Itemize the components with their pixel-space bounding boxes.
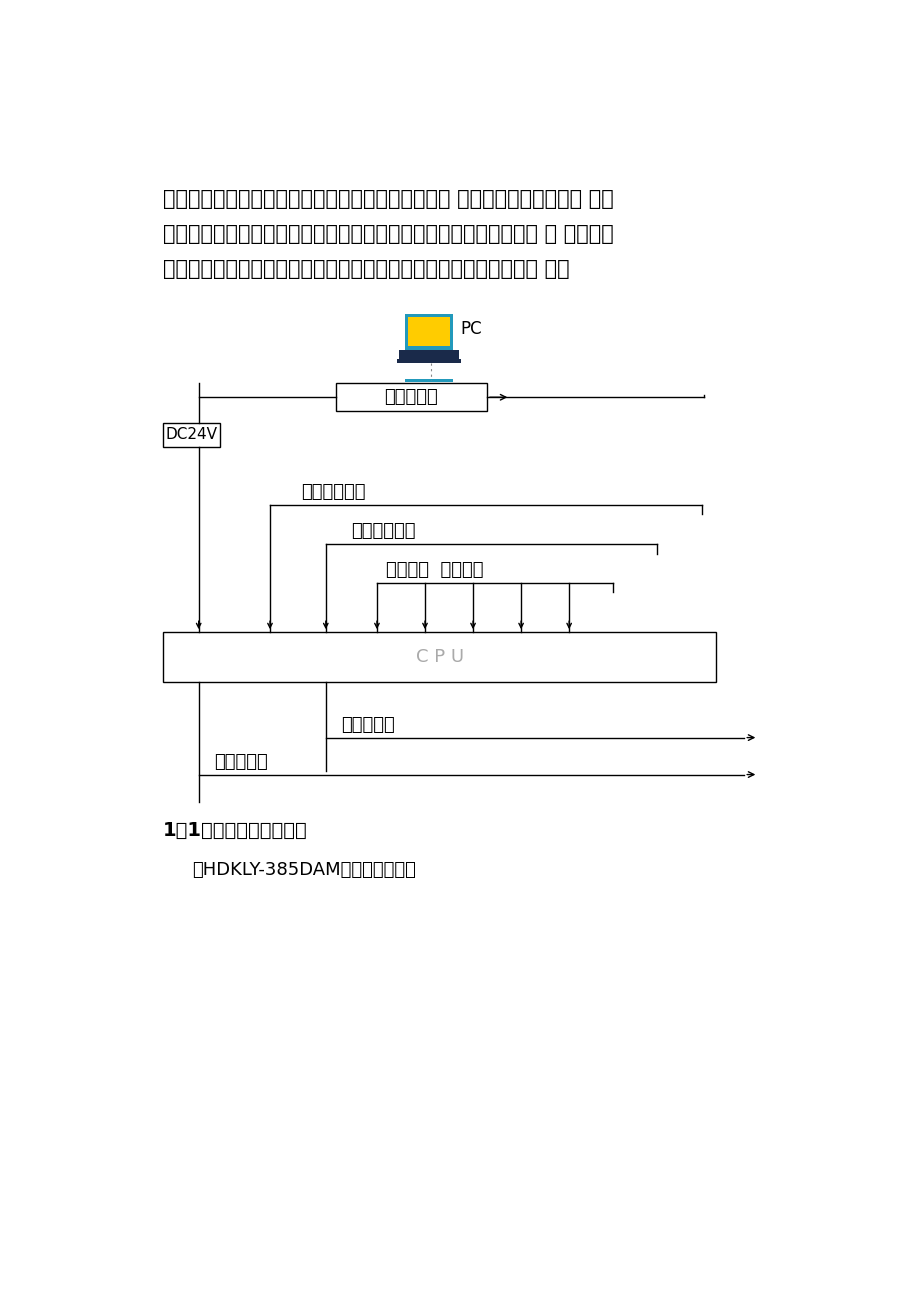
Text: 液晶显示屏: 液晶显示屏 xyxy=(384,388,437,406)
Text: 压力信号  温度信号: 压力信号 温度信号 xyxy=(386,561,483,579)
Bar xyxy=(398,349,459,359)
Bar xyxy=(335,383,486,411)
Text: 输出数字量: 输出数字量 xyxy=(214,753,267,771)
Text: 1．1．控制系统操作面板: 1．1．控制系统操作面板 xyxy=(163,820,308,840)
Bar xyxy=(163,631,716,682)
Text: 输出数字量: 输出数字量 xyxy=(341,716,394,734)
Text: C P U: C P U xyxy=(415,648,463,667)
Text: PC: PC xyxy=(460,320,482,339)
Text: 心，完成机组的数据采集、故障检测和流程控制功能 控制屏作为操作平台。 主要: 心，完成机组的数据采集、故障检测和流程控制功能 控制屏作为操作平台。 主要 xyxy=(163,189,613,208)
Text: 以HDKLY-385DAM操作面板为例：: 以HDKLY-385DAM操作面板为例： xyxy=(192,861,416,879)
Bar xyxy=(163,423,221,447)
Bar xyxy=(407,318,449,346)
Bar xyxy=(404,379,452,381)
Text: 数字输入信号: 数字输入信号 xyxy=(301,483,365,501)
Text: 状态参数的设定和修改、实现故障报警、系统运行状态信息显示等功 能。: 状态参数的设定和修改、实现故障报警、系统运行状态信息显示等功 能。 xyxy=(163,259,569,280)
Text: DC24V: DC24V xyxy=(165,427,218,443)
Bar xyxy=(397,359,460,363)
Bar xyxy=(404,314,452,349)
Text: 采集温度、压力信号，并根据设定温度对压缩机进行制冷剂流量控制 可 进行工作: 采集温度、压力信号，并根据设定温度对压缩机进行制冷剂流量控制 可 进行工作 xyxy=(163,224,613,243)
Text: 数字输入信号: 数字输入信号 xyxy=(351,522,415,540)
